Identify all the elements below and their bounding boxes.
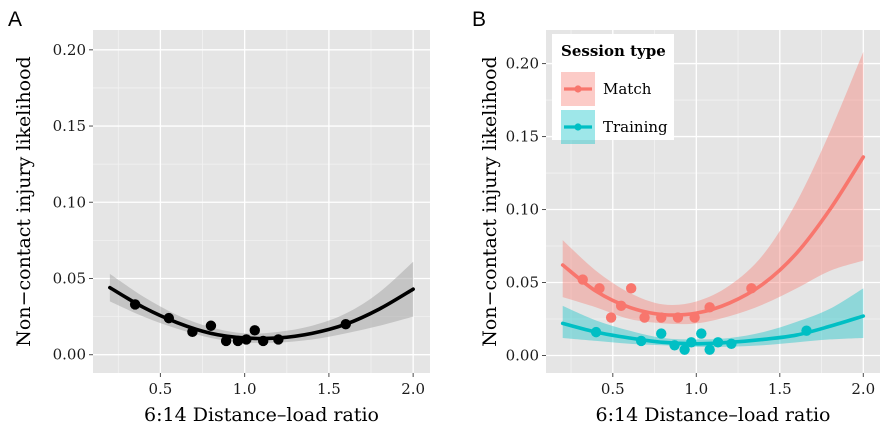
legend-box [552, 34, 674, 140]
y-tick-label: 0.05 [506, 274, 539, 292]
x-tick-label: 1.0 [684, 380, 708, 398]
confidence-band-training [562, 288, 864, 347]
data-point [249, 325, 260, 336]
confidence-band-match [562, 51, 864, 325]
x-tick-label: 0.5 [148, 380, 172, 398]
panel-letter: A [8, 8, 22, 31]
data-point [696, 328, 707, 339]
data-point [746, 283, 757, 294]
x-axis-title: 6:14 Distance–load ratio [596, 404, 831, 426]
data-point [205, 320, 217, 331]
y-tick-label: 0.10 [53, 193, 86, 211]
data-point [129, 299, 141, 310]
data-point [220, 335, 232, 347]
data-point [577, 274, 588, 285]
y-tick-label: 0.05 [53, 269, 86, 287]
y-tick-label: 0.00 [506, 346, 539, 364]
data-point [625, 283, 637, 294]
panel-letter: B [472, 8, 486, 31]
data-point [273, 334, 284, 345]
legend-title: Session type [561, 42, 666, 60]
x-tick-label: 2.0 [401, 380, 425, 398]
x-axis-title: 6:14 Distance–load ratio [144, 404, 379, 426]
y-tick-label: 0.15 [53, 117, 86, 135]
data-point [686, 337, 697, 348]
data-point [672, 312, 684, 323]
data-point [656, 312, 667, 323]
data-point [163, 312, 175, 324]
x-tick-label: 1.5 [768, 380, 792, 398]
y-axis-title: Non−contact injury likelihood [13, 56, 35, 346]
legend-label-training: Training [603, 118, 668, 136]
legend-key-point [574, 85, 582, 93]
y-tick-label: 0.20 [506, 55, 539, 73]
data-point [590, 326, 602, 338]
y-axis-title: Non−contact injury likelihood [479, 56, 501, 346]
x-tick-label: 1.5 [317, 380, 341, 398]
data-point [615, 300, 627, 312]
y-tick-label: 0.15 [506, 128, 539, 146]
x-tick-label: 2.0 [851, 380, 875, 398]
data-point [187, 326, 198, 338]
confidence-band-series [109, 261, 414, 343]
data-point [704, 344, 715, 355]
data-point [704, 302, 715, 313]
data-point [605, 312, 617, 323]
data-point [257, 335, 269, 347]
data-point [679, 344, 690, 355]
panel-a: A 0.5 1.0 1.5 2.0 0.00 0.05 0.10 0.15 0.20 6:14 Di… [8, 8, 430, 426]
data-point [594, 283, 605, 294]
x-tick-label: 1.0 [233, 380, 257, 398]
legend: Session type Match Training [552, 34, 674, 144]
y-tick-label: 0.00 [53, 346, 86, 364]
legend-label-match: Match [603, 80, 652, 98]
data-point [669, 340, 680, 351]
data-point [241, 334, 252, 345]
data-point [689, 312, 700, 323]
data-point [639, 312, 650, 323]
data-point [712, 337, 724, 348]
legend-key-point [574, 123, 582, 131]
data-point [726, 338, 737, 350]
y-tick-label: 0.20 [53, 41, 86, 59]
data-point [656, 328, 667, 339]
data-point [801, 325, 812, 336]
data-point [232, 335, 244, 347]
x-tick-label: 0.5 [601, 380, 625, 398]
y-tick-label: 0.10 [506, 201, 539, 219]
panel-b: B 0.5 1.0 1.5 2.0 0.00 0.05 0.10 0.15 0.20 6:14 Di… [472, 8, 880, 426]
data-point [340, 319, 351, 330]
data-point [635, 335, 647, 347]
